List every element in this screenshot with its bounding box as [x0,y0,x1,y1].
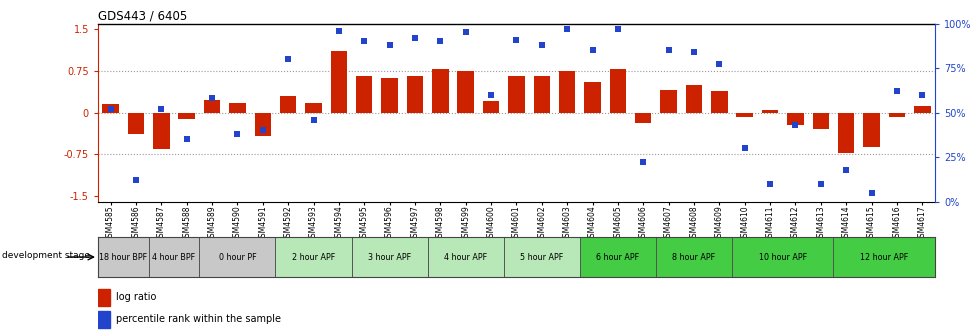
Point [254,128,270,133]
Bar [482,101,499,113]
Bar [149,237,200,277]
Text: GDS443 / 6405: GDS443 / 6405 [98,9,187,23]
Point [508,37,523,42]
Text: 4 hour APF: 4 hour APF [444,253,487,261]
Bar [761,110,778,113]
Point [711,62,727,67]
Bar [863,113,879,147]
Point [483,92,499,97]
Bar [735,113,752,117]
Bar [427,237,504,277]
Bar [356,76,372,113]
Bar [913,106,929,113]
Text: 12 hour APF: 12 hour APF [860,253,908,261]
Bar [103,104,118,113]
Bar [579,237,655,277]
Point [432,39,448,44]
Text: 10 hour APF: 10 hour APF [758,253,806,261]
Bar [431,69,448,113]
Bar [685,85,701,113]
Bar [812,113,828,129]
Bar [832,237,934,277]
Text: 4 hour BPF: 4 hour BPF [153,253,196,261]
Bar [609,69,626,113]
Text: 3 hour APF: 3 hour APF [368,253,411,261]
Bar [200,237,275,277]
Point [686,49,701,55]
Point [660,47,676,53]
Point [558,26,574,32]
Point [356,39,372,44]
Point [635,160,650,165]
Point [837,167,853,172]
Bar [660,90,676,113]
Bar [280,96,296,113]
Bar [203,100,220,113]
Text: 0 hour PF: 0 hour PF [218,253,256,261]
Point [736,145,752,151]
Bar [351,237,427,277]
Point [229,131,244,137]
Point [407,35,422,40]
Bar [98,311,111,328]
Point [128,177,144,183]
Point [533,42,549,48]
Text: log ratio: log ratio [116,292,156,302]
Text: 18 hour BPF: 18 hour BPF [99,253,147,261]
Bar [98,289,111,306]
Text: development stage: development stage [2,251,90,260]
Bar [153,113,169,149]
Bar [533,76,550,113]
Point [786,122,802,128]
Point [762,181,778,186]
Point [458,30,473,35]
Bar [655,237,732,277]
Text: 2 hour APF: 2 hour APF [291,253,334,261]
Bar [381,78,397,113]
Bar [254,113,271,136]
Bar [584,82,600,113]
Bar [457,71,473,113]
Point [103,106,118,112]
Bar [127,113,144,134]
Bar [406,76,422,113]
Point [154,106,169,112]
Point [280,56,295,62]
Bar [635,113,650,123]
Bar [837,113,854,153]
Text: 8 hour APF: 8 hour APF [672,253,715,261]
Bar [732,237,832,277]
Bar [178,113,195,119]
Bar [331,51,347,113]
Bar [558,71,575,113]
Text: 6 hour APF: 6 hour APF [596,253,639,261]
Point [381,42,397,48]
Point [584,47,600,53]
Bar [508,76,524,113]
Point [204,96,220,101]
Point [888,88,904,94]
Bar [275,237,351,277]
Bar [504,237,579,277]
Point [305,117,321,122]
Point [179,136,195,142]
Point [812,181,827,186]
Bar [786,113,803,125]
Bar [305,103,322,113]
Bar [888,113,905,117]
Point [331,28,346,33]
Point [913,92,929,97]
Bar [229,102,245,113]
Point [609,26,625,32]
Text: percentile rank within the sample: percentile rank within the sample [116,314,281,324]
Point [863,190,878,196]
Text: 5 hour APF: 5 hour APF [519,253,562,261]
Bar [710,91,727,113]
Bar [98,237,149,277]
